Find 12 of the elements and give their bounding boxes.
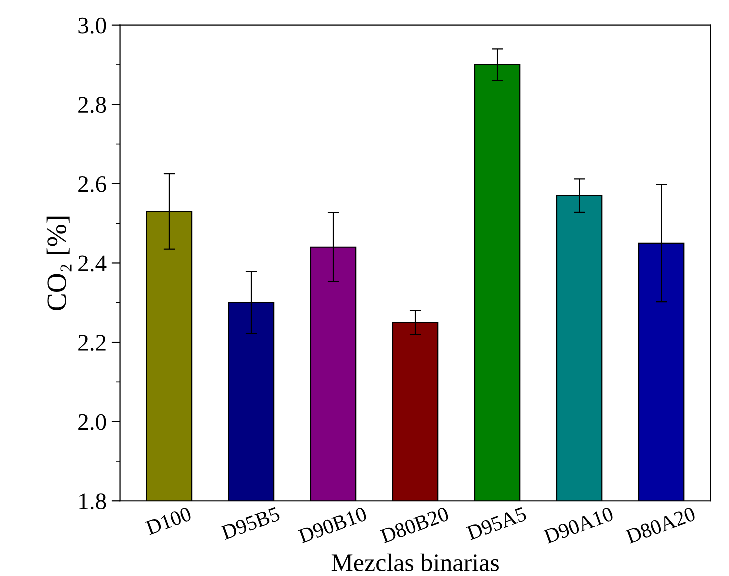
x-axis-title: Mezclas binarias [332, 554, 499, 572]
y-axis-title: CO₂ [%] [46, 216, 72, 311]
y-tick-label: 3.0 [78, 18, 106, 34]
y-tick-label: 2.8 [78, 97, 106, 114]
y-tick-label: 1.8 [80, 494, 106, 510]
y-tick-label: 2.0 [78, 414, 106, 430]
x-tick-label: D95B5 [220, 506, 281, 540]
y-tick-label: 2.4 [78, 256, 107, 272]
x-tick-label: D95A5 [466, 506, 528, 541]
x-tick-label: D100 [145, 506, 192, 536]
y-tick-label: 2.2 [78, 335, 106, 352]
y-tick-label: 2.6 [78, 176, 106, 192]
